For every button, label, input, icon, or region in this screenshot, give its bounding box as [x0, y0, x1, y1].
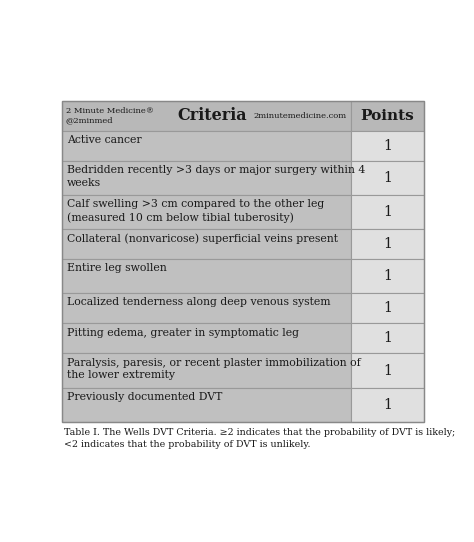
Text: 1: 1 — [383, 139, 392, 153]
Text: Points: Points — [361, 108, 414, 122]
Text: 1: 1 — [383, 269, 392, 283]
Bar — [62, 293, 351, 324]
Text: Collateral (nonvaricose) superficial veins present: Collateral (nonvaricose) superficial vei… — [66, 233, 337, 244]
Text: 1: 1 — [383, 331, 392, 345]
Text: 1: 1 — [383, 301, 392, 315]
Bar — [62, 100, 351, 131]
Text: Localized tenderness along deep venous system: Localized tenderness along deep venous s… — [66, 298, 330, 307]
Text: 1: 1 — [383, 171, 392, 185]
Text: Paralysis, paresis, or recent plaster immobilization of
the lower extremity: Paralysis, paresis, or recent plaster im… — [66, 358, 360, 380]
Text: 2minutemedicine.com: 2minutemedicine.com — [254, 112, 347, 120]
Bar — [351, 353, 424, 388]
Text: Table I. The Wells DVT Criteria. ≥2 indicates that the probability of DVT is lik: Table I. The Wells DVT Criteria. ≥2 indi… — [64, 428, 455, 437]
Bar — [62, 195, 351, 229]
Text: Pitting edema, greater in symptomatic leg: Pitting edema, greater in symptomatic le… — [66, 327, 299, 338]
Text: 1: 1 — [383, 205, 392, 219]
Bar — [351, 259, 424, 293]
Bar — [62, 229, 351, 259]
Bar — [351, 100, 424, 131]
Bar — [351, 324, 424, 353]
Bar — [351, 229, 424, 259]
Text: Previously documented DVT: Previously documented DVT — [66, 392, 222, 402]
Bar — [62, 259, 351, 293]
Bar — [351, 388, 424, 422]
Bar — [351, 293, 424, 324]
Text: 2 Minute Medicine®
@2minmed: 2 Minute Medicine® @2minmed — [66, 107, 154, 125]
Text: Entire leg swollen: Entire leg swollen — [66, 263, 166, 273]
Text: Bedridden recently >3 days or major surgery within 4
weeks: Bedridden recently >3 days or major surg… — [66, 165, 365, 188]
Bar — [351, 160, 424, 195]
Bar — [62, 131, 351, 160]
Bar — [62, 388, 351, 422]
Bar — [351, 131, 424, 160]
Bar — [62, 160, 351, 195]
Bar — [62, 100, 424, 422]
Text: 1: 1 — [383, 237, 392, 251]
Text: Criteria: Criteria — [178, 107, 247, 124]
Bar — [351, 195, 424, 229]
Text: Calf swelling >3 cm compared to the other leg
(measured 10 cm below tibial tuber: Calf swelling >3 cm compared to the othe… — [66, 199, 324, 223]
Bar — [62, 353, 351, 388]
Text: <2 indicates that the probability of DVT is unlikely.: <2 indicates that the probability of DVT… — [64, 440, 310, 449]
Text: Active cancer: Active cancer — [66, 135, 141, 145]
Text: 1: 1 — [383, 398, 392, 412]
Bar — [62, 324, 351, 353]
Text: 1: 1 — [383, 364, 392, 378]
